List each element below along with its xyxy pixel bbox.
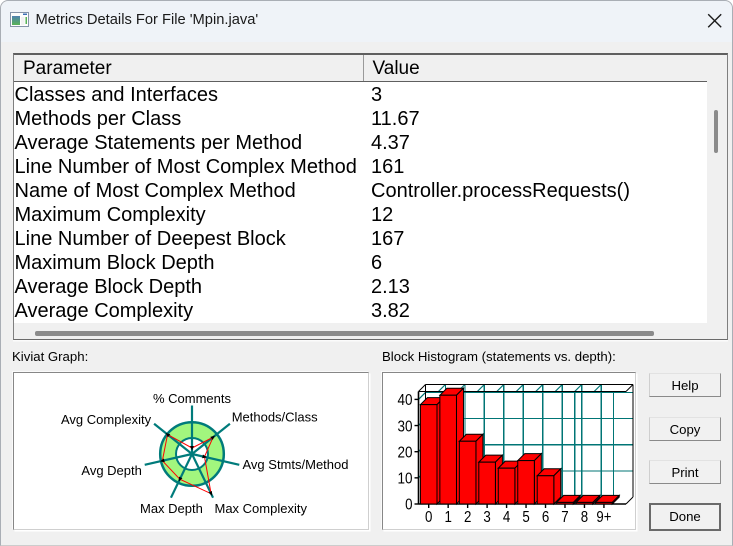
svg-text:30: 30 bbox=[398, 418, 413, 435]
svg-text:3: 3 bbox=[483, 509, 490, 522]
svg-text:8: 8 bbox=[581, 509, 588, 522]
svg-text:1: 1 bbox=[444, 509, 451, 522]
svg-text:4: 4 bbox=[503, 509, 510, 522]
svg-text:Methods/Class: Methods/Class bbox=[232, 410, 318, 425]
svg-text:Avg Depth: Avg Depth bbox=[81, 463, 141, 478]
svg-text:2: 2 bbox=[464, 509, 471, 522]
svg-text:6: 6 bbox=[542, 509, 549, 522]
svg-text:Max Depth: Max Depth bbox=[140, 501, 203, 516]
svg-text:Avg Complexity: Avg Complexity bbox=[61, 412, 152, 427]
svg-text:0: 0 bbox=[425, 509, 432, 522]
svg-text:Max Complexity: Max Complexity bbox=[215, 501, 308, 516]
svg-text:5: 5 bbox=[522, 509, 529, 522]
svg-text:20: 20 bbox=[398, 444, 413, 461]
svg-text:% Comments: % Comments bbox=[153, 391, 232, 406]
svg-text:40: 40 bbox=[398, 392, 413, 409]
svg-text:7: 7 bbox=[561, 509, 568, 522]
svg-text:10: 10 bbox=[398, 471, 413, 488]
svg-text:Avg Stmts/Method: Avg Stmts/Method bbox=[243, 457, 349, 472]
svg-text:0: 0 bbox=[405, 497, 412, 514]
svg-text:9+: 9+ bbox=[596, 509, 611, 522]
